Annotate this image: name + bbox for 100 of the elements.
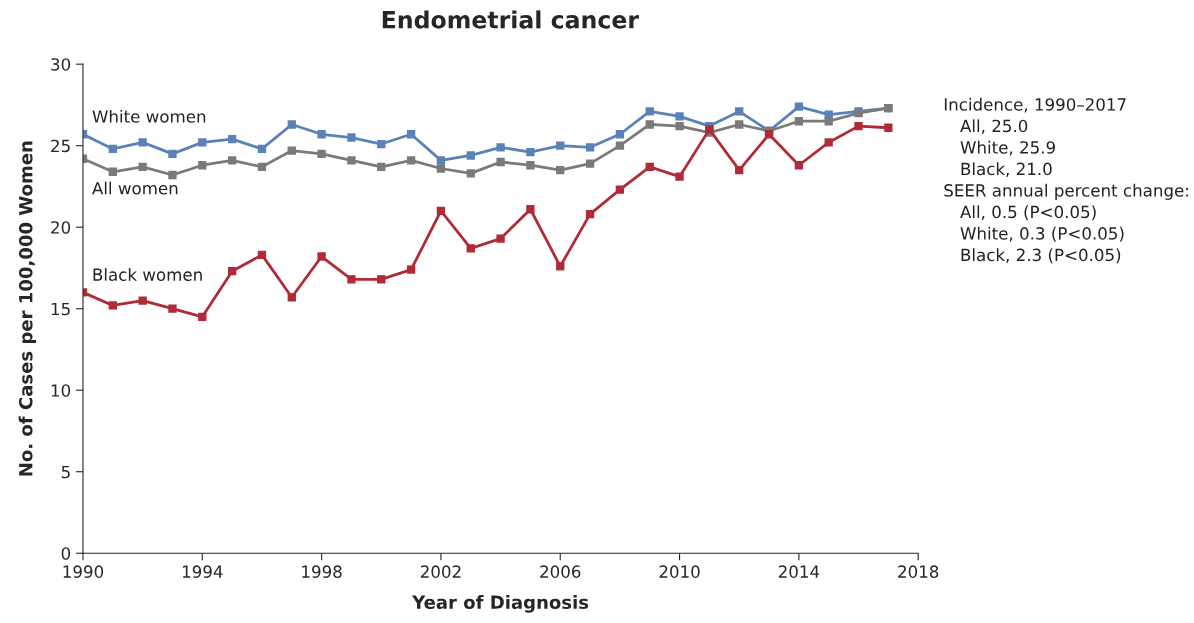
point xyxy=(675,121,684,131)
point xyxy=(824,138,833,147)
point xyxy=(496,234,505,243)
point xyxy=(287,293,296,302)
text: Black, 2.3 (P<0.05) xyxy=(961,248,1121,264)
text: Black, 21.0 xyxy=(961,162,1052,177)
x-tick-label: 2018 xyxy=(898,565,939,578)
point xyxy=(377,139,386,149)
point xyxy=(556,262,565,271)
point xyxy=(168,304,177,313)
y-tick-label: 30 xyxy=(51,58,71,71)
point xyxy=(436,206,446,216)
point xyxy=(526,161,535,170)
point xyxy=(556,165,565,175)
chart-title: Endometrial cancer xyxy=(382,10,639,29)
point xyxy=(735,120,744,129)
point xyxy=(198,161,207,170)
point xyxy=(556,141,565,150)
point xyxy=(675,172,684,181)
point xyxy=(645,120,654,129)
point xyxy=(347,275,356,284)
series-label: All women xyxy=(92,181,178,195)
point xyxy=(436,164,446,173)
series-label: Black women xyxy=(93,268,202,281)
point xyxy=(317,252,326,261)
point xyxy=(466,151,475,160)
x-tick-label: 2014 xyxy=(778,565,820,578)
y-tick-label: 15 xyxy=(51,302,70,316)
x-tick-label: 1994 xyxy=(182,565,223,578)
text: White, 25.9 xyxy=(960,140,1055,156)
point xyxy=(257,162,267,172)
point xyxy=(168,170,177,180)
x-tick-label: 1990 xyxy=(63,565,104,578)
point xyxy=(466,244,475,253)
series-label: White women xyxy=(92,109,206,123)
text: SEER annual percent change: xyxy=(944,183,1188,200)
point xyxy=(317,130,326,139)
point xyxy=(615,130,625,139)
point xyxy=(615,141,625,150)
text: All, 25.0 xyxy=(960,119,1028,134)
point xyxy=(675,112,684,121)
point xyxy=(645,107,654,116)
point xyxy=(227,134,237,144)
point xyxy=(287,146,296,155)
point xyxy=(377,275,386,284)
point xyxy=(347,133,356,142)
point xyxy=(406,265,416,274)
y-tick-label: 20 xyxy=(51,221,71,234)
point xyxy=(585,159,595,168)
text: All, 0.5 (P<0.05) xyxy=(960,205,1096,221)
point xyxy=(287,120,296,129)
point xyxy=(794,117,804,126)
point xyxy=(735,165,744,175)
point xyxy=(198,138,207,147)
point xyxy=(257,250,267,260)
point xyxy=(794,161,804,170)
point xyxy=(138,162,147,172)
point xyxy=(645,162,654,172)
y-tick-label: 0 xyxy=(61,547,71,560)
point xyxy=(436,156,446,165)
point xyxy=(108,144,117,154)
x-tick-label: 2010 xyxy=(659,565,700,578)
point xyxy=(406,156,416,165)
point xyxy=(168,149,177,158)
point xyxy=(585,209,595,219)
point xyxy=(377,162,386,172)
y-tick-label: 5 xyxy=(61,465,70,479)
point xyxy=(227,156,237,165)
point xyxy=(764,130,774,139)
point xyxy=(198,312,207,322)
point xyxy=(138,296,147,305)
point xyxy=(496,157,505,167)
point xyxy=(824,117,833,126)
point xyxy=(227,267,237,276)
x-tick-label: 2006 xyxy=(540,565,581,578)
y-tick-label: 10 xyxy=(51,384,71,397)
point xyxy=(615,185,625,194)
point xyxy=(854,121,863,131)
y-axis-title: No. of Cases per 100,000 Women xyxy=(18,141,37,476)
point xyxy=(108,167,117,176)
text: White, 0.3 (P<0.05) xyxy=(960,226,1124,242)
text: Incidence, 1990–2017 xyxy=(944,97,1126,113)
point xyxy=(496,143,505,152)
point xyxy=(526,205,535,214)
point xyxy=(138,138,147,147)
x-tick-label: 1998 xyxy=(302,565,342,578)
y-tick-label: 25 xyxy=(51,139,70,153)
point xyxy=(735,107,744,116)
point xyxy=(317,149,326,158)
point xyxy=(108,301,117,310)
point xyxy=(526,148,535,157)
point xyxy=(794,102,804,111)
point xyxy=(406,130,416,139)
point xyxy=(257,144,267,154)
point xyxy=(884,123,893,132)
x-axis-title: Year of Diagnosis xyxy=(412,595,589,613)
point xyxy=(585,143,595,152)
point xyxy=(466,169,475,178)
x-tick-label: 2002 xyxy=(420,565,461,578)
point xyxy=(347,156,356,165)
